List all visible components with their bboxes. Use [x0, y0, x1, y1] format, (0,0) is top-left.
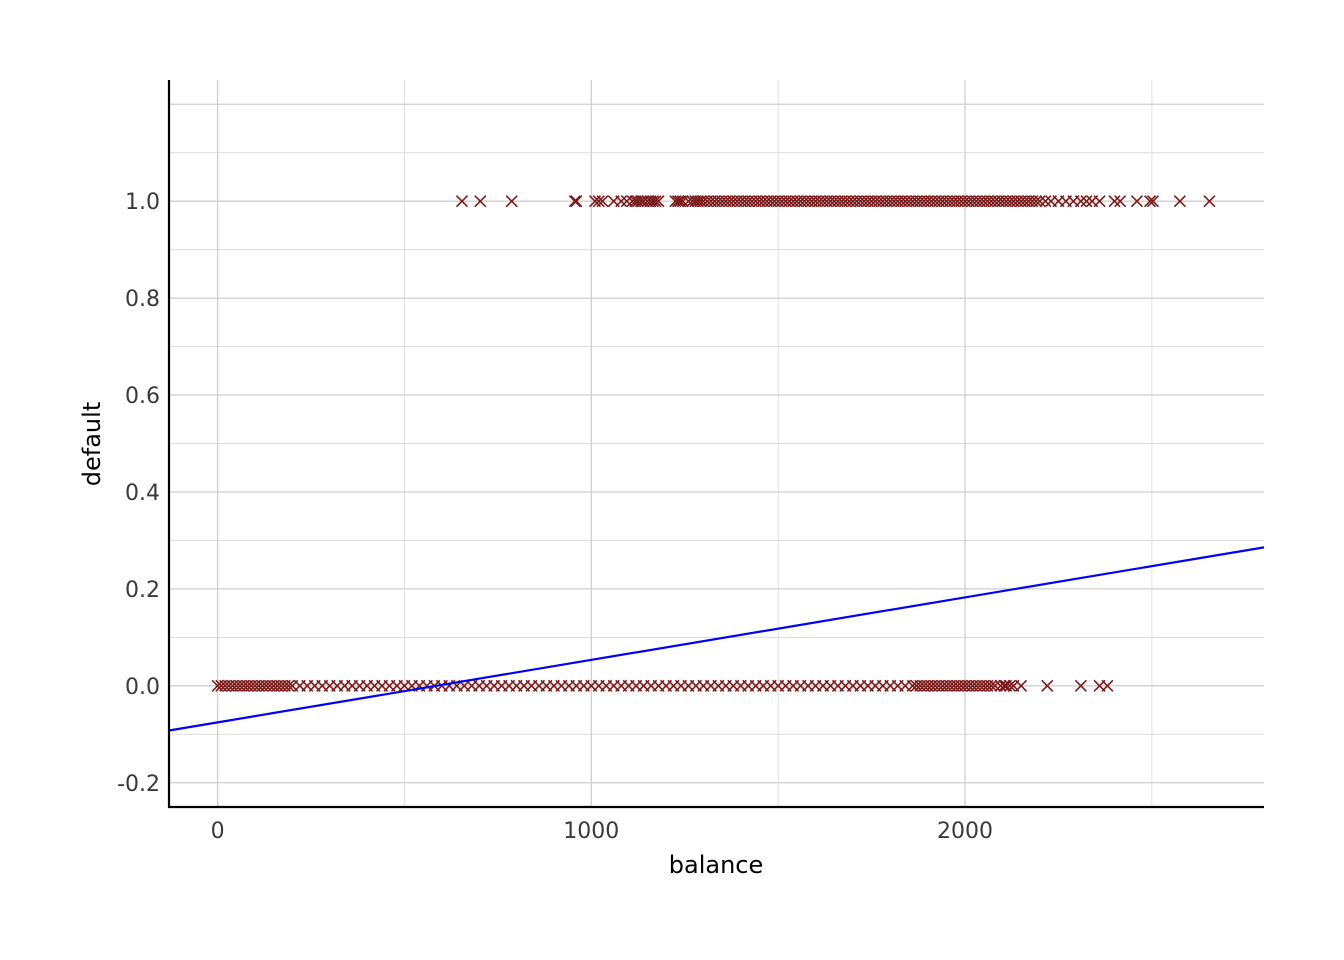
- data-point: [455, 195, 469, 208]
- data-point: [1033, 195, 1046, 208]
- data-point: [596, 195, 609, 208]
- data-point: [676, 195, 689, 208]
- regression-line: [168, 546, 1265, 732]
- data-point: [282, 679, 295, 692]
- data-point: [626, 195, 639, 208]
- y-tick-labels: -0.2 0.0 0.2 0.4 0.6 0.8 1.0: [117, 190, 160, 797]
- data-point: [994, 679, 1007, 692]
- data-point: [652, 195, 665, 208]
- data-point: [1074, 195, 1087, 208]
- y-tick-label: 0.0: [125, 675, 160, 700]
- data-point: [1101, 679, 1114, 692]
- data-point: [691, 195, 704, 208]
- data-point: [1039, 195, 1052, 208]
- data-point: [568, 195, 581, 208]
- data-point: [1041, 679, 1054, 692]
- data-point: [1146, 195, 1160, 208]
- data-point: [1173, 195, 1186, 208]
- data-point: [988, 679, 1001, 692]
- data-point: [1093, 195, 1106, 208]
- data-point: [646, 195, 660, 208]
- data-point: [1074, 679, 1087, 692]
- data-point: [1143, 195, 1157, 208]
- y-tick-label: 0.4: [125, 481, 160, 506]
- data-point: [615, 195, 628, 208]
- data-point: [620, 195, 633, 208]
- x-axis-title: balance: [669, 851, 764, 879]
- data-point: [592, 195, 605, 208]
- data-point: [1203, 195, 1216, 208]
- y-tick-label: -0.2: [117, 772, 160, 797]
- data-point: [1015, 679, 1028, 692]
- y-axis-title: default: [78, 402, 106, 486]
- data-point: [1029, 195, 1043, 208]
- data-point: [474, 195, 487, 208]
- x-tick-label: 0: [211, 819, 225, 844]
- axes: [167, 80, 1264, 809]
- y-tick-label: 1.0: [125, 190, 160, 215]
- x-tick-label: 1000: [563, 819, 619, 844]
- y-tick-label: 0.2: [125, 578, 160, 603]
- minor-gridlines: [169, 80, 1264, 807]
- data-point: [1003, 679, 1016, 692]
- data-point: [998, 679, 1011, 692]
- data-point: [631, 195, 645, 208]
- data-point: [649, 195, 662, 208]
- data-point: [570, 195, 583, 208]
- data-point: [1080, 195, 1093, 208]
- data-point: [505, 195, 518, 208]
- fit-line: [168, 546, 1265, 732]
- y-tick-label: 0.8: [125, 287, 160, 312]
- data-point: [985, 679, 998, 692]
- y-tick-label: 0.6: [125, 384, 160, 409]
- data-points: [211, 195, 1216, 692]
- data-point: [671, 195, 685, 208]
- x-tick-label: 2000: [937, 819, 993, 844]
- data-point: [1108, 195, 1121, 208]
- x-tick-labels: 0 1000 2000: [211, 819, 993, 844]
- data-point: [1114, 195, 1127, 208]
- data-point: [1130, 195, 1144, 208]
